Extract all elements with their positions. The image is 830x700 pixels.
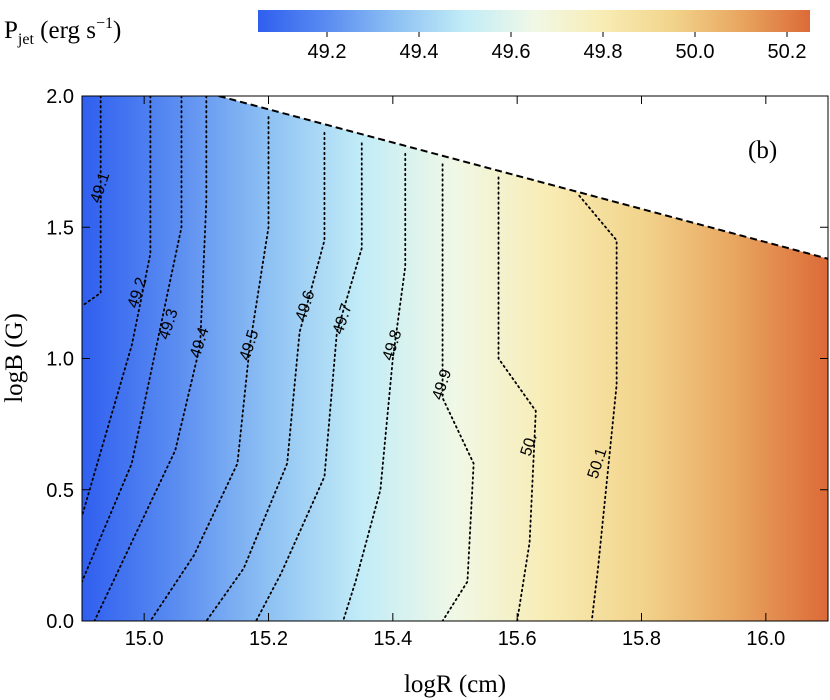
contour-line (441, 163, 475, 621)
colorbar-tick-label: 50.0 (676, 41, 715, 63)
colorbar: Pjet (erg s−1) 49.2 49.4 49.6 49.8 50.0 50.2 (4, 10, 810, 63)
x-tick-label: 15.8 (622, 628, 661, 650)
x-tick-label: 15.0 (125, 628, 164, 650)
y-tick-label: 1.5 (46, 217, 74, 239)
y-axis-title: logB (G) (1, 313, 28, 403)
x-axis-title: logR (cm) (404, 671, 506, 698)
colorbar-tick-label: 49.8 (584, 41, 623, 63)
contour-line (255, 142, 363, 621)
contour-line (82, 96, 102, 307)
x-tick-label: 15.6 (498, 628, 537, 650)
contour-line (82, 96, 183, 583)
contour-line (497, 176, 537, 621)
contour-label: 50. (518, 432, 541, 458)
contour-line (342, 152, 407, 621)
x-axis: 15.0 15.2 15.4 15.6 15.8 16.0 (125, 96, 785, 650)
colorbar-title-exponent: −1 (96, 15, 113, 32)
colorbar-tick-label: 49.2 (308, 41, 347, 63)
x-tick-label: 15.2 (249, 628, 288, 650)
plot-area: 49.149.249.349.4 49.549.6 49.749.849.950.5… (82, 96, 828, 621)
contour-line (149, 116, 270, 621)
contour-lines (82, 96, 618, 621)
y-tick-label: 1.0 (46, 349, 74, 371)
x-tick-label: 16.0 (746, 628, 785, 650)
y-tick-label: 2.0 (46, 86, 74, 108)
colorbar-tick-label: 50.2 (768, 41, 807, 63)
colorbar-tick-label: 49.6 (492, 41, 531, 63)
contour-line (578, 194, 618, 621)
y-axis: 0.0 0.5 1.0 1.5 2.0 (46, 86, 828, 633)
y-tick-label: 0.0 (46, 611, 74, 633)
contour-line (82, 96, 152, 517)
colorbar-title-subscript: jet (17, 31, 35, 48)
colorbar-gradient (258, 10, 810, 32)
colorbar-ticks: 49.2 49.4 49.6 49.8 50.0 50.2 (308, 32, 807, 63)
x-tick-label: 15.4 (373, 628, 412, 650)
y-tick-label: 0.5 (46, 480, 74, 502)
boundary-dashed-line (218, 96, 828, 260)
colorbar-title: Pjet (erg s−1) (4, 15, 121, 48)
colorbar-tick-label: 49.4 (400, 41, 439, 63)
panel-label: (b) (748, 137, 777, 164)
contour-line (205, 131, 326, 621)
